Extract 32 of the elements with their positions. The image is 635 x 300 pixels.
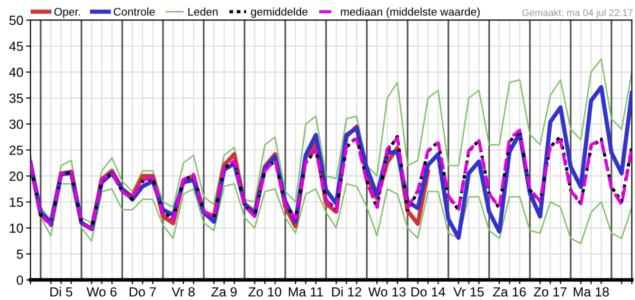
legend-label: gemiddelde xyxy=(251,8,308,18)
y-tick-label: 10 xyxy=(10,224,24,233)
x-tick-label: Do 14 xyxy=(411,287,446,297)
x-tick-label: Zo 10 xyxy=(248,287,282,297)
legend-label: mediaan (middelste waarde) xyxy=(340,8,480,18)
x-tick-label: Zo 17 xyxy=(534,287,566,297)
x-tick-label: Vr 15 xyxy=(453,287,484,297)
x-tick-label: Di 5 xyxy=(50,286,72,297)
y-tick-label: 15 xyxy=(10,198,23,207)
legend-label: Oper. xyxy=(54,8,80,18)
x-tick-label: Wo 13 xyxy=(368,287,406,297)
x-tick-label: Za 16 xyxy=(493,287,526,297)
line-series xyxy=(30,58,632,224)
legend-label: Leden xyxy=(188,8,218,16)
x-tick-label: Wo 6 xyxy=(86,287,117,297)
x-tick-label: Vr 8 xyxy=(172,287,195,297)
y-tick-label: 5 xyxy=(16,250,23,259)
y-tick-label: 0 xyxy=(16,275,24,285)
x-tick-label: Ma 18 xyxy=(574,287,609,297)
y-tick-label: 25 xyxy=(10,146,23,155)
legend-label: Controle xyxy=(114,8,155,16)
y-tick-label: 50 xyxy=(9,16,24,26)
text: Gemaakt: ma 04 jul 22:17 xyxy=(522,8,633,18)
y-tick-label: 45 xyxy=(9,42,23,51)
x-tick-label: Do 7 xyxy=(130,287,156,297)
x-tick-label: Za 9 xyxy=(211,287,237,297)
x-tick-label: Di 12 xyxy=(332,286,362,296)
y-tick-label: 40 xyxy=(9,68,24,77)
x-tick-label: Ma 11 xyxy=(288,287,323,297)
y-tick-label: 30 xyxy=(9,120,24,129)
y-tick-label: 20 xyxy=(10,172,24,181)
y-tick-label: 35 xyxy=(9,94,23,103)
